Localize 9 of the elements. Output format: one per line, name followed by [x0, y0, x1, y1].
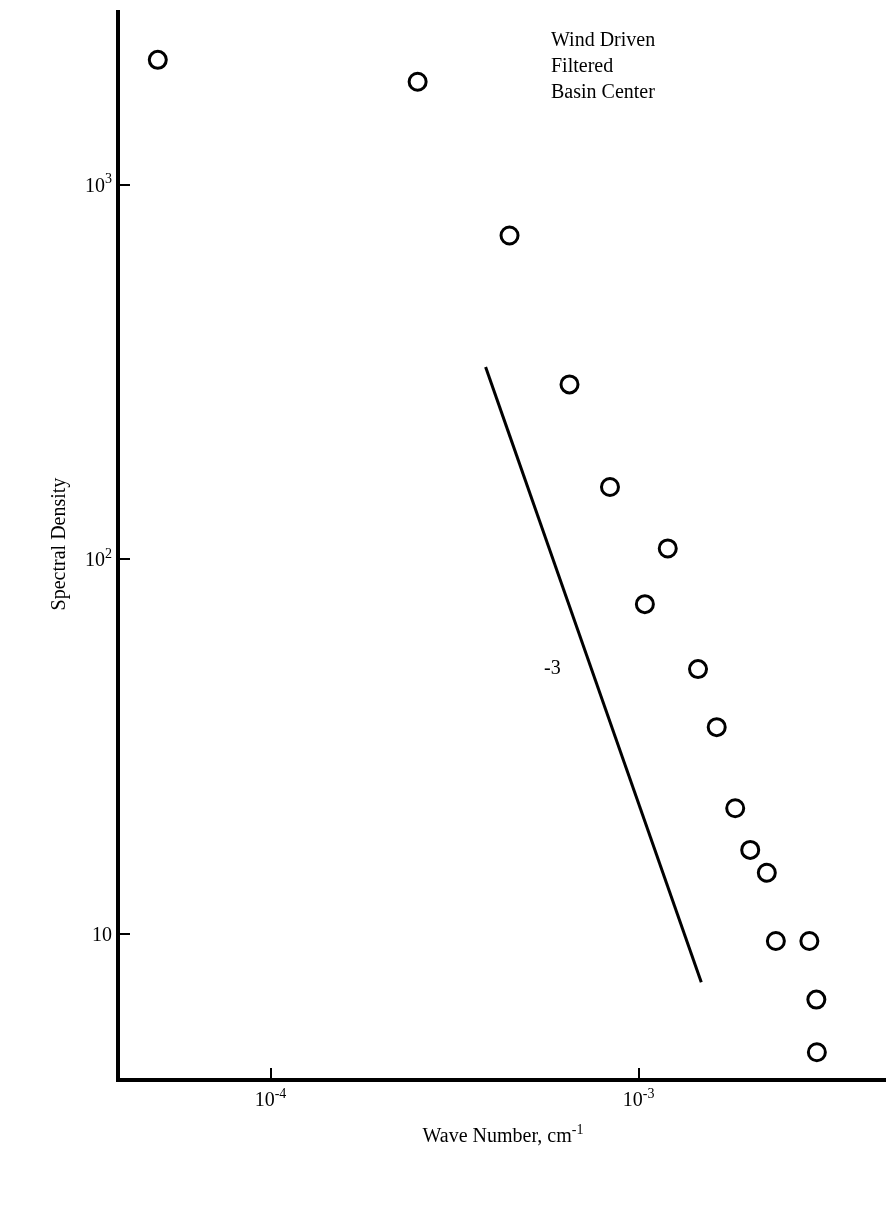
x-tick-label: 10$^{-3}$: [622, 1085, 655, 1110]
y-axis-title: Spectral Density: [47, 477, 70, 611]
x-tick-label: 10$^{-4}$: [254, 1085, 287, 1110]
y-tick-label: 10: [92, 923, 112, 946]
x-axis-title: Wave Number, cm$^{-1}$: [422, 1121, 584, 1146]
annotation: Wind Driven Filtered Basin Center: [551, 28, 656, 102]
annotation: -3: [544, 656, 561, 678]
y-tick-label: 10$^{3}$: [85, 171, 112, 196]
y-tick-label: 10$^{2}$: [85, 546, 112, 571]
